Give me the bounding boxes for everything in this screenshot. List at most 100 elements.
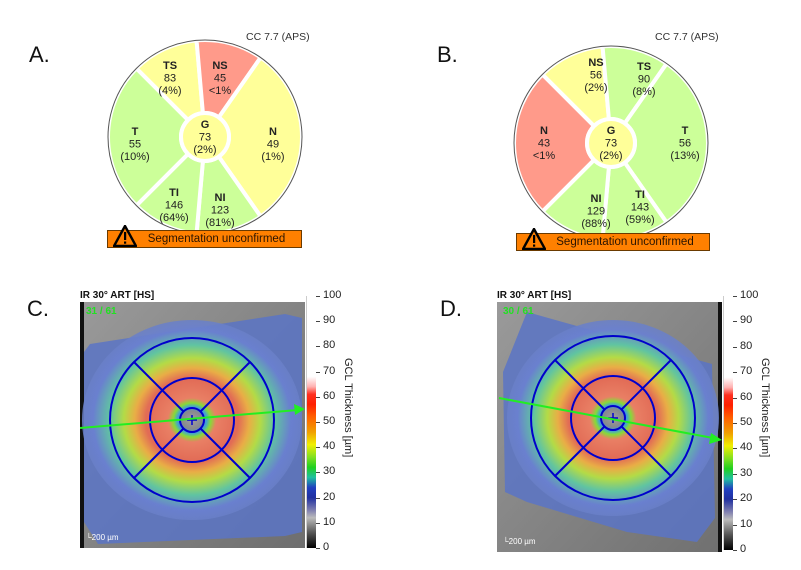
sector-ts-name: TS [163,60,177,72]
frame-counter-d: 30 / 61 [503,306,534,317]
gcl-thickness-map-c: 31 / 61 └200 µm [80,302,305,548]
colorbar-tick-mark [733,372,737,374]
sector-g-name: G [607,125,616,137]
sector-ns-name: NS [588,57,603,69]
sector-ni-value: 123 [211,205,229,217]
sector-ts-name: TS [637,61,651,73]
colorbar-tick-label: 90 [740,314,753,327]
colorbar-tick-mark [733,346,737,348]
sector-ti-name: TI [169,187,179,199]
grid-middle-circle [570,375,656,461]
sector-ns-name: NS [212,60,227,72]
colorbar-tick-label: 20 [740,492,753,505]
sector-ti-value: 146 [165,200,183,212]
sector-t-name: T [132,126,139,138]
colorbar-label-c: GCL Thickness [µm] [342,358,354,458]
frame-counter-c: 31 / 61 [86,306,117,317]
colorbar-label-d: GCL Thickness [µm] [759,358,771,458]
segmentation-banner-a: Segmentation unconfirmed [107,225,302,248]
sector-diagram-b: NS56(2%)TS90(8%)T56(13%)TI143(59%)NI129(… [512,44,710,242]
sector-ni-percentile: (88%) [581,218,610,230]
sector-ns-percentile: <1% [209,85,232,97]
scale-bar-label: 200 µm [91,533,119,542]
colorbar-tick-mark [316,296,320,297]
sector-g [585,117,637,169]
colorbar-tick-mark [316,422,320,423]
colorbar-tick-label: 70 [323,364,336,377]
grid-outer-circle [530,335,696,501]
sector-ts-percentile: (4%) [158,85,181,97]
warning-icon [522,228,546,250]
colorbar-tick-label: 70 [740,365,753,378]
colorbar-tick-mark [733,550,737,551]
sector-ts-value: 90 [638,74,650,86]
colorbar-tick-mark [733,321,737,323]
colorbar-tick-label: 90 [323,314,336,327]
grid-outer-circle [109,337,275,503]
colorbar-tick-label: 30 [323,465,336,478]
scan-line-arrow [498,397,714,439]
sector-ns-value: 56 [590,70,602,82]
colorbar-tick-label: 60 [323,389,336,402]
colorbar-tick-label: 80 [740,339,753,352]
colorbar-tick-label: 40 [323,440,336,453]
sector-g [179,111,231,163]
colorbar-tick-mark [316,472,320,474]
sector-g-percentile: (2%) [193,144,216,156]
sector-t-value: 56 [679,138,691,150]
sector-n-value: 43 [538,138,550,150]
colorbar-tick-label: 40 [740,441,753,454]
colorbar-tick-mark [733,524,737,526]
colorbar-tick-label: 0 [740,543,747,555]
colorbar-tick-mark [316,447,320,449]
sector-n-value: 49 [267,139,279,151]
sector-ni-name: NI [591,193,602,205]
colorbar-tick-label: 80 [323,339,336,352]
colorbar-tick-label: 0 [323,541,330,553]
panel-label-c: C. [27,296,49,321]
scale-bar-c: └200 µm [86,533,119,542]
heatmap-c [80,302,305,548]
scale-bar-d: └200 µm [503,537,536,546]
colorbar-tick-mark [733,296,737,297]
colorbar-tick-mark [733,499,737,501]
colorbar-tick-mark [316,321,320,323]
sector-ti-percentile: (64%) [159,212,188,224]
sector-ti-percentile: (59%) [625,214,654,226]
heatmap-d [497,302,722,552]
sector-t-percentile: (10%) [120,151,149,163]
gcl-thickness-map-d: 30 / 61 └200 µm [497,302,722,552]
sector-g-value: 73 [605,138,617,150]
colorbar-tick-label: 50 [740,416,753,428]
colorbar-tick-mark [316,371,320,373]
scan-line-arrow [80,409,299,429]
sector-t-value: 55 [129,139,141,151]
colorbar-tick-mark [316,522,320,524]
colorbar-tick-mark [733,448,737,450]
sector-n-name: N [269,126,277,138]
banner-text: Segmentation unconfirmed [556,236,694,248]
sector-ns-percentile: (2%) [584,82,607,94]
panel-label-a: A. [29,42,50,67]
colorbar-tick-label: 100 [740,289,759,301]
cc-label-a: CC 7.7 (APS) [246,31,310,43]
sector-n-name: N [540,125,548,137]
image-title-c: IR 30° ART [HS] [80,290,155,301]
colorbar-tick-mark [733,423,737,424]
colorbar-tick-label: 30 [740,466,753,479]
colorbar-tick-mark [733,473,737,475]
colorbar-tick-mark [316,346,320,348]
sector-ts-percentile: (8%) [632,86,655,98]
sector-n-percentile: (1%) [261,151,284,163]
colorbar-tick-mark [316,548,320,549]
sector-ni-value: 129 [587,206,605,218]
cc-label-b: CC 7.7 (APS) [655,31,719,43]
colorbar-tick-label: 60 [740,390,753,403]
warning-icon [113,225,137,247]
colorbar-tick-label: 10 [323,515,336,528]
colorbar-tick-mark [316,497,320,499]
colorbar-tick-label: 50 [323,415,336,427]
sector-ni-name: NI [215,192,226,204]
sector-g-value: 73 [199,132,211,144]
sector-ti-value: 143 [631,202,649,214]
